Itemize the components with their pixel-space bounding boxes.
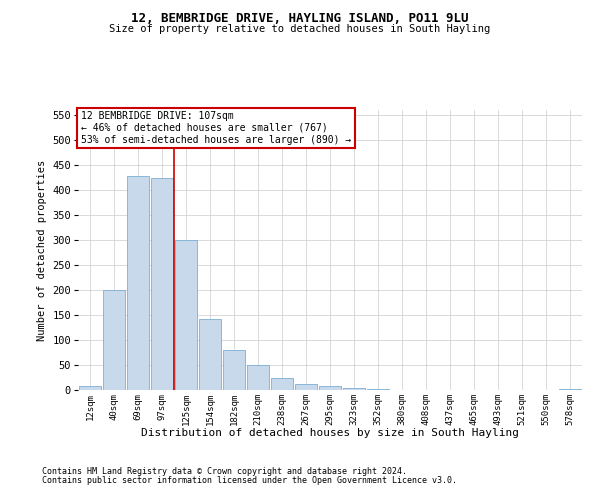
- Bar: [319, 386, 341, 390]
- Bar: [559, 388, 581, 390]
- Bar: [151, 178, 173, 390]
- Y-axis label: Number of detached properties: Number of detached properties: [37, 160, 47, 340]
- Text: 12 BEMBRIDGE DRIVE: 107sqm
← 46% of detached houses are smaller (767)
53% of sem: 12 BEMBRIDGE DRIVE: 107sqm ← 46% of deta…: [80, 112, 351, 144]
- Bar: [343, 388, 365, 390]
- Bar: [103, 290, 125, 390]
- Bar: [223, 350, 245, 390]
- Bar: [127, 176, 149, 390]
- Bar: [367, 389, 389, 390]
- Text: Size of property relative to detached houses in South Hayling: Size of property relative to detached ho…: [109, 24, 491, 34]
- Bar: [295, 384, 317, 390]
- Bar: [271, 378, 293, 390]
- Text: Distribution of detached houses by size in South Hayling: Distribution of detached houses by size …: [141, 428, 519, 438]
- Text: Contains public sector information licensed under the Open Government Licence v3: Contains public sector information licen…: [42, 476, 457, 485]
- Text: 12, BEMBRIDGE DRIVE, HAYLING ISLAND, PO11 9LU: 12, BEMBRIDGE DRIVE, HAYLING ISLAND, PO1…: [131, 12, 469, 26]
- Bar: [175, 240, 197, 390]
- Bar: [247, 365, 269, 390]
- Bar: [79, 386, 101, 390]
- Bar: [199, 318, 221, 390]
- Text: Contains HM Land Registry data © Crown copyright and database right 2024.: Contains HM Land Registry data © Crown c…: [42, 467, 407, 476]
